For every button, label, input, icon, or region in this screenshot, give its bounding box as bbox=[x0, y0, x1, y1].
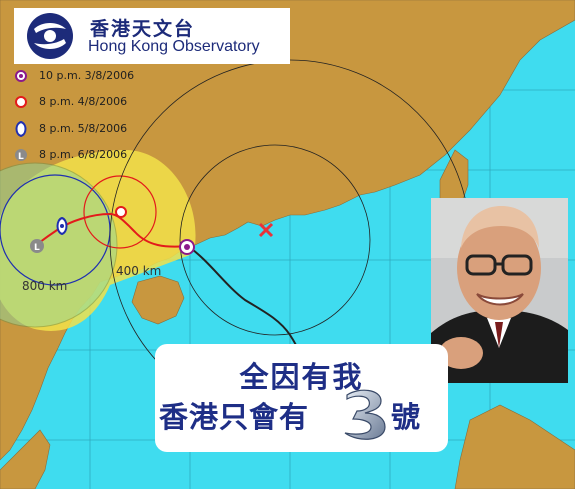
typhoon-icon bbox=[15, 121, 27, 137]
mainland-china bbox=[0, 0, 575, 461]
philippines-land bbox=[454, 404, 575, 489]
three-brand-logo-icon bbox=[344, 389, 386, 440]
radius-800km-circle bbox=[0, 162, 118, 328]
hko-emblem-icon bbox=[27, 13, 73, 59]
low-pressure-icon: L bbox=[15, 149, 27, 162]
typhoon-icon bbox=[15, 70, 27, 82]
portrait-photo bbox=[431, 198, 568, 383]
hainan-island bbox=[131, 275, 185, 325]
caption-line2: 香港只會有 bbox=[159, 400, 310, 434]
hong-kong-marker bbox=[258, 222, 274, 238]
radius-label-400km: 400 km bbox=[116, 264, 162, 278]
portrait-illustration bbox=[431, 198, 568, 383]
hko-logo: 香港天文台 Hong Kong Observatory bbox=[14, 8, 290, 64]
position-marker-day3: L bbox=[30, 239, 44, 253]
svg-text:L: L bbox=[34, 243, 40, 253]
legend-label: 8 p.m. 4/8/2006 bbox=[39, 95, 128, 108]
legend-label: 10 p.m. 3/8/2006 bbox=[39, 69, 135, 82]
indochina-coast bbox=[0, 429, 51, 489]
position-marker-current bbox=[179, 239, 195, 255]
caption-line2-suffix: 號 bbox=[391, 400, 421, 434]
logo-name-zh: 香港天文台 bbox=[90, 18, 196, 40]
caption-line1: 全因有我 bbox=[239, 360, 364, 394]
caption-box: 全因有我 香港只會有 號 bbox=[155, 344, 448, 452]
radius-circle-medium bbox=[179, 144, 371, 336]
typhoon-icon bbox=[15, 96, 27, 108]
logo-name-en: Hong Kong Observatory bbox=[88, 38, 260, 55]
legend-label: 8 p.m. 5/8/2006 bbox=[39, 122, 128, 135]
position-marker-day1 bbox=[115, 206, 127, 218]
radius-label-800km: 800 km bbox=[22, 279, 68, 293]
position-marker-day2 bbox=[56, 216, 68, 236]
track-forecast bbox=[35, 212, 189, 248]
svg-text:L: L bbox=[18, 152, 24, 162]
legend-label: 8 p.m. 6/8/2006 bbox=[39, 148, 128, 161]
radius-circle-red bbox=[83, 175, 157, 249]
